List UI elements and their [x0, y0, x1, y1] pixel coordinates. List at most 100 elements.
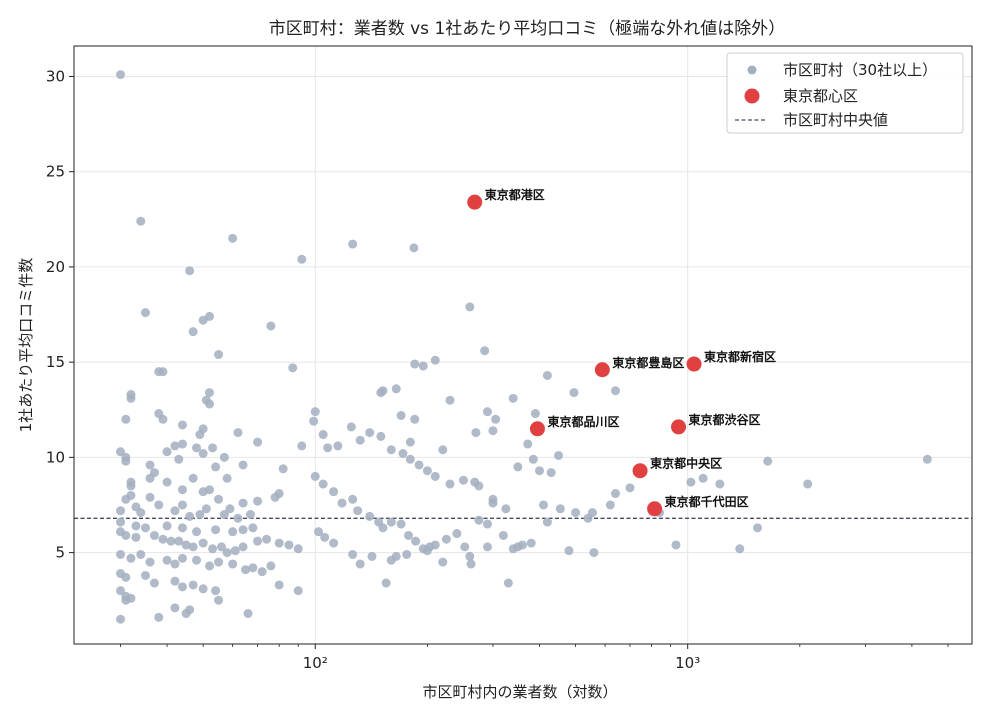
data-point: [241, 565, 251, 575]
data-point: [922, 454, 932, 464]
data-point: [438, 557, 448, 567]
data-point: [185, 511, 195, 521]
data-point: [546, 468, 556, 478]
data-point: [233, 513, 243, 523]
data-point: [452, 529, 462, 539]
data-point: [526, 538, 536, 548]
data-point: [116, 517, 126, 527]
highlight-label: 東京都港区: [485, 187, 545, 202]
data-point: [441, 534, 451, 544]
data-point: [214, 595, 224, 605]
data-point: [365, 428, 375, 438]
highlight-label: 東京都渋谷区: [689, 412, 761, 427]
highlight-point: [529, 421, 545, 437]
data-point: [391, 551, 401, 561]
data-point: [253, 536, 263, 546]
data-point: [116, 447, 126, 457]
data-point: [188, 580, 198, 590]
data-point: [376, 388, 386, 398]
data-point: [410, 359, 420, 369]
data-point: [170, 441, 180, 451]
data-point: [174, 536, 184, 546]
highlight-point: [671, 419, 687, 435]
data-point: [402, 549, 412, 559]
data-point: [320, 532, 330, 542]
data-point: [208, 443, 218, 453]
data-point: [198, 315, 208, 325]
data-point: [216, 542, 226, 552]
y-tick-label: 25: [46, 163, 65, 181]
data-point: [257, 567, 267, 577]
x-axis-label: 市区町村内の業者数（対数）: [422, 683, 617, 701]
data-point: [198, 538, 208, 548]
data-point: [763, 456, 773, 466]
data-point: [116, 70, 126, 80]
data-point: [288, 363, 298, 373]
data-point: [121, 414, 131, 424]
data-point: [430, 471, 440, 481]
legend-median-label: 市区町村中央値: [783, 111, 888, 129]
data-point: [158, 414, 168, 424]
data-point: [121, 494, 131, 504]
data-point: [517, 540, 527, 550]
data-point: [353, 506, 363, 516]
data-point: [293, 544, 303, 554]
data-point: [414, 460, 424, 470]
data-point: [140, 308, 150, 318]
data-point: [136, 508, 146, 518]
highlight-label: 東京都新宿区: [704, 349, 776, 364]
data-point: [177, 553, 187, 563]
data-point: [422, 466, 432, 476]
data-point: [438, 445, 448, 455]
data-point: [253, 496, 263, 506]
data-point: [274, 580, 284, 590]
data-point: [126, 393, 136, 403]
data-point: [274, 538, 284, 548]
data-point: [166, 536, 176, 546]
data-point: [149, 578, 159, 588]
data-point: [625, 483, 635, 493]
data-point: [474, 481, 484, 491]
y-tick-label: 15: [46, 353, 65, 371]
data-point: [611, 386, 621, 396]
data-point: [378, 523, 388, 533]
data-point: [177, 420, 187, 430]
data-point: [192, 527, 202, 537]
y-axis-label: 1社あたり平均口コミ件数: [17, 258, 35, 433]
data-point: [430, 355, 440, 365]
data-point: [698, 473, 708, 483]
data-point: [177, 439, 187, 449]
highlight-point: [632, 463, 648, 479]
data-point: [318, 479, 328, 489]
highlight-label: 東京都千代田区: [665, 494, 749, 509]
data-point: [386, 517, 396, 527]
legend-box: [726, 52, 964, 134]
data-point: [188, 473, 198, 483]
x-tick-label: 10³: [675, 654, 700, 672]
data-point: [471, 428, 481, 438]
data-point: [225, 504, 235, 514]
data-point: [238, 498, 248, 508]
data-point: [735, 544, 745, 554]
data-point: [154, 612, 164, 622]
data-point: [181, 540, 191, 550]
data-point: [177, 523, 187, 533]
data-point: [409, 243, 419, 253]
data-point: [460, 542, 470, 552]
data-point: [116, 506, 126, 516]
data-point: [605, 500, 615, 510]
data-point: [323, 443, 333, 453]
data-point: [145, 492, 155, 502]
data-point: [253, 437, 263, 447]
data-point: [211, 525, 221, 535]
data-point: [214, 350, 224, 360]
data-point: [398, 449, 408, 459]
data-point: [238, 525, 248, 535]
data-point: [162, 521, 172, 531]
legend-municipal-marker: [747, 65, 757, 75]
data-point: [208, 544, 218, 554]
data-point: [145, 460, 155, 470]
data-point: [214, 557, 224, 567]
highlight-label: 東京都豊島区: [612, 355, 684, 370]
